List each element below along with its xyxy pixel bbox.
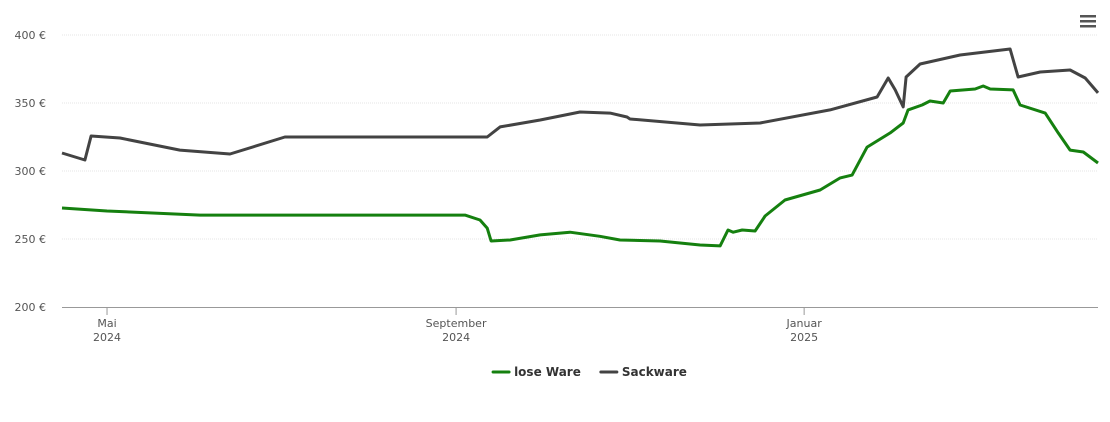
menu-button[interactable]	[1080, 15, 1096, 28]
y-tick-label: 350 €	[15, 97, 47, 110]
legend-label: Sackware	[622, 365, 687, 379]
legend-item[interactable]: lose Ware	[491, 365, 581, 379]
y-tick-label: 250 €	[15, 233, 47, 246]
y-tick-label: 300 €	[15, 165, 47, 178]
y-tick-label: 200 €	[15, 301, 47, 314]
line	[61, 47, 1100, 162]
x-tick-label: September 2024	[426, 317, 487, 344]
x-tick-label: Mai 2024	[93, 317, 121, 344]
legend: lose Ware Sackware	[491, 365, 687, 379]
x-tick-label: Januar 2025	[786, 317, 823, 344]
line	[61, 84, 1099, 248]
legend-label: lose Ware	[514, 365, 581, 379]
y-tick-label: 400 €	[15, 29, 47, 42]
legend-item[interactable]: Sackware	[599, 365, 687, 379]
